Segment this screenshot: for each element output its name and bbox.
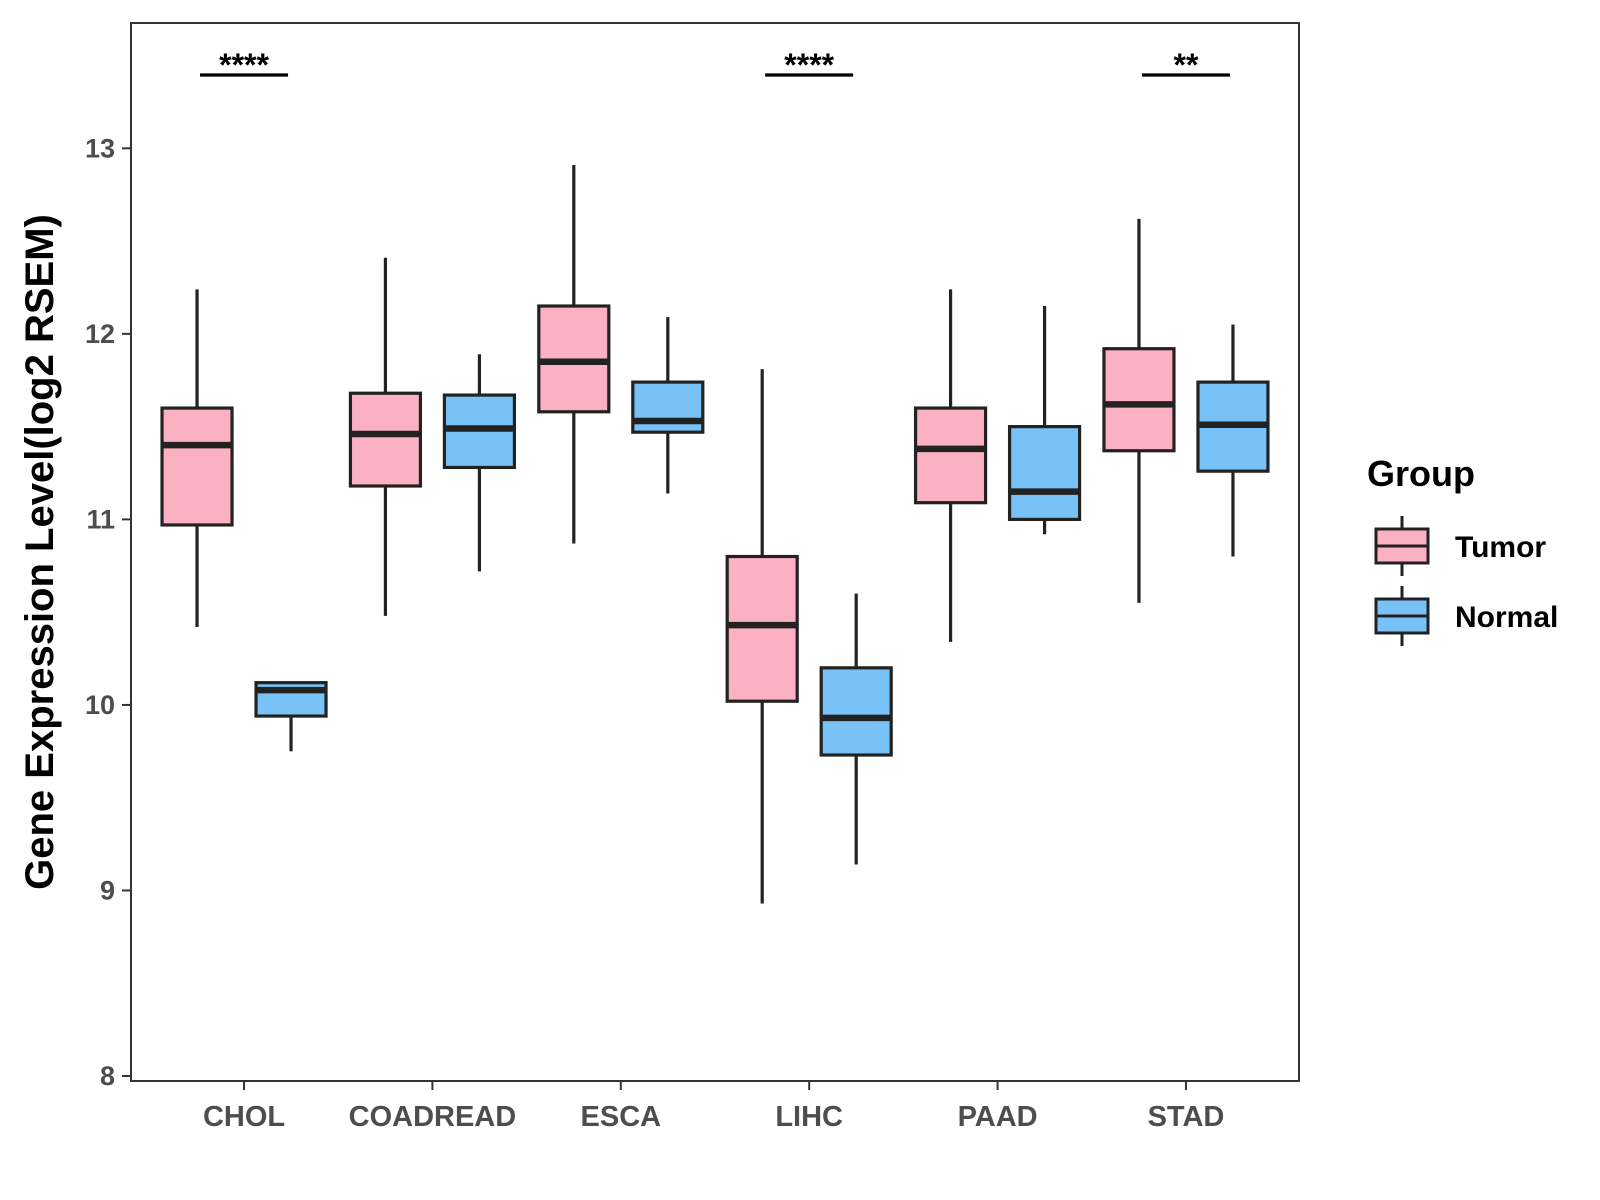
x-axis: CHOL COADREAD ESCA LIHC PAAD STAD [203,1081,1224,1133]
significance-label: **** [784,47,834,83]
x-tick-label: COADREAD [349,1101,517,1133]
tumor-box-chol [160,289,234,628]
x-tick-label: STAD [1148,1101,1225,1133]
x-tick-label: CHOL [203,1101,285,1133]
significance-layer: **** **** ** [200,47,1230,83]
legend-item-normal: Normal [1374,586,1558,646]
y-tick-label: 12 [85,319,115,349]
y-tick-label: 8 [100,1061,115,1091]
y-tick-label: 9 [100,875,115,905]
x-tick-label: PAAD [958,1101,1038,1133]
tumor-box-paad [913,289,988,642]
normal-box-chol [254,681,328,752]
plot-panel [130,22,1300,1082]
box-iqr [1007,425,1082,521]
significance-label: ** [1174,47,1199,83]
legend-title: Group [1367,453,1475,494]
tumor-box-coadread [348,257,423,616]
box-iqr [348,391,423,488]
x-tick-label: LIHC [775,1101,843,1133]
normal-box-esca [631,317,705,494]
normal-box-paad [1007,306,1082,535]
y-axis-title: Gene Expression Level(log2 RSEM) [18,214,62,890]
tumor-box-stad [1102,218,1176,603]
box-layer [160,165,1270,904]
normal-box-stad [1196,324,1270,557]
normal-box-coadread [442,354,517,572]
box-iqr [160,406,234,527]
box-iqr [913,406,988,505]
box-iqr [819,666,893,757]
normal-box-lihc [819,593,893,865]
tumor-box-esca [537,165,611,544]
y-tick-label: 10 [85,690,115,720]
legend-label: Normal [1455,601,1558,634]
y-tick-label: 13 [85,133,115,163]
box-iqr [725,554,799,703]
tumor-box-lihc [725,369,799,904]
legend-item-tumor: Tumor [1374,516,1546,576]
x-tick-label: ESCA [581,1101,662,1133]
legend-label: Tumor [1455,531,1546,564]
box-iqr [631,380,705,434]
significance-label: **** [219,47,269,83]
box-iqr [1102,347,1176,453]
y-tick-label: 11 [86,504,115,534]
legend: Group Tumor Normal [1367,453,1558,646]
y-axis: 8 9 10 11 12 13 [85,133,131,1091]
